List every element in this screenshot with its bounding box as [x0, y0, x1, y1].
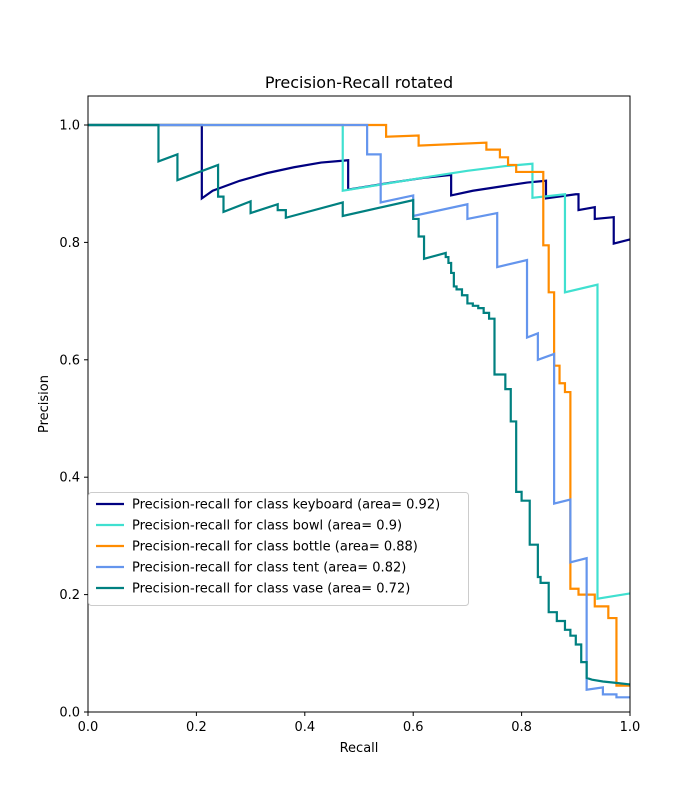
series-line-4 [88, 123, 631, 686]
x-tick-label: 0.2 [186, 720, 207, 735]
plot-frame [87, 95, 631, 713]
y-tick-label: 0.0 [59, 706, 80, 721]
x-axis-ticks: 0.0 0.2 0.4 0.6 0.8 1.0 [78, 712, 641, 735]
series-line-1 [88, 123, 631, 601]
y-tick-label: 0.4 [59, 471, 80, 486]
x-tick-label: 1.0 [620, 720, 641, 735]
y-tick-label: 1.0 [59, 119, 80, 134]
y-axis-ticks: 0.0 0.2 0.4 0.6 0.8 1.0 [59, 119, 88, 721]
legend-entry-3: Precision-recall for class tent (area= 0… [132, 561, 406, 576]
legend: Precision-recall for class keyboard (are… [88, 492, 469, 606]
x-tick-label: 0.8 [511, 720, 532, 735]
series-line-3 [88, 123, 630, 699]
legend-entry-0: Precision-recall for class keyboard (are… [132, 498, 440, 513]
series-line-2 [88, 123, 630, 687]
series-layer [88, 123, 631, 699]
y-tick-label: 0.6 [59, 353, 80, 368]
x-tick-label: 0.4 [294, 720, 315, 735]
y-tick-label: 0.2 [59, 588, 80, 603]
y-axis-label: Precision [37, 375, 52, 433]
x-tick-label: 0.6 [403, 720, 424, 735]
legend-box [88, 492, 469, 606]
y-tick-label: 0.8 [59, 236, 80, 251]
x-axis-label: Recall [340, 741, 379, 756]
series-line-0 [88, 123, 631, 245]
legend-entry-2: Precision-recall for class bottle (area=… [132, 540, 418, 555]
chart-title: Precision-Recall rotated [265, 73, 453, 92]
legend-entry-1: Precision-recall for class bowl (area= 0… [132, 519, 402, 534]
x-tick-label: 0.0 [78, 720, 99, 735]
legend-entry-4: Precision-recall for class vase (area= 0… [132, 582, 410, 597]
